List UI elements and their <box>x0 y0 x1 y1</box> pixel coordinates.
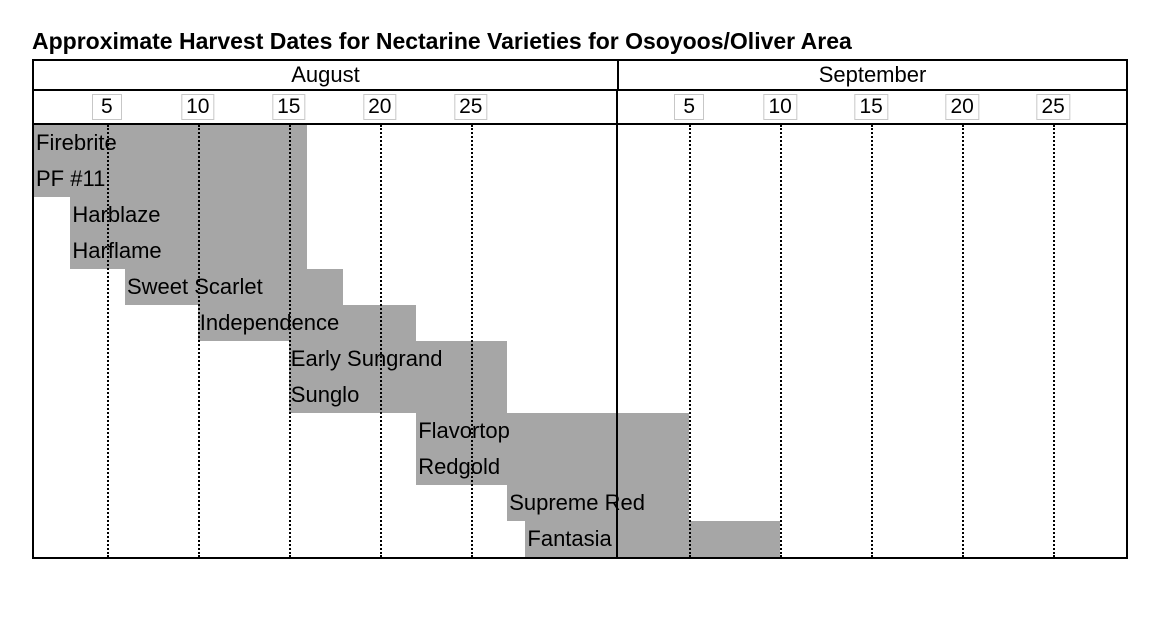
gridline <box>107 125 109 557</box>
plot-area: FirebritePF #11HarblazeHarflameSweet Sca… <box>34 125 1126 557</box>
harvest-bar-label: PF #11 <box>34 161 105 197</box>
gridline <box>689 125 691 557</box>
harvest-bar-label: Early Sungrand <box>289 341 443 377</box>
harvest-bar-label: Harflame <box>70 233 161 269</box>
tick-label: 5 <box>674 94 704 120</box>
month-label-september: September <box>619 61 1126 89</box>
harvest-bar-label: Harblaze <box>70 197 160 233</box>
harvest-bar-label: Sunglo <box>289 377 360 413</box>
chart-title: Approximate Harvest Dates for Nectarine … <box>32 28 1128 55</box>
month-label-august: August <box>34 61 619 89</box>
tick-label: 25 <box>1037 94 1070 120</box>
harvest-bar-label: Sweet Scarlet <box>125 269 263 305</box>
axis-row: 5 10 15 20 25 5 10 15 20 25 <box>34 91 1126 125</box>
tick-label: 10 <box>181 94 214 120</box>
harvest-bar-label: Fantasia <box>525 521 611 557</box>
harvest-bar-label: Redgold <box>416 449 500 485</box>
harvest-bar-label: Independence <box>198 305 339 341</box>
gridline <box>962 125 964 557</box>
harvest-bar-label: Flavortop <box>416 413 510 449</box>
gridline <box>871 125 873 557</box>
gridline <box>471 125 473 557</box>
month-divider <box>616 91 618 123</box>
page-root: Approximate Harvest Dates for Nectarine … <box>0 0 1160 625</box>
tick-label: 10 <box>764 94 797 120</box>
gridline <box>780 125 782 557</box>
harvest-bar-label: Firebrite <box>34 125 117 161</box>
months-row: August September <box>34 61 1126 91</box>
tick-label: 20 <box>363 94 396 120</box>
tick-label: 5 <box>92 94 122 120</box>
gridline <box>1053 125 1055 557</box>
tick-label: 20 <box>946 94 979 120</box>
chart-frame: August September 5 10 15 20 25 5 10 15 20 25 Fire… <box>32 59 1128 559</box>
tick-label: 15 <box>855 94 888 120</box>
gridline <box>198 125 200 557</box>
tick-label: 25 <box>454 94 487 120</box>
harvest-bar-label: Supreme Red <box>507 485 645 521</box>
tick-label: 15 <box>272 94 305 120</box>
